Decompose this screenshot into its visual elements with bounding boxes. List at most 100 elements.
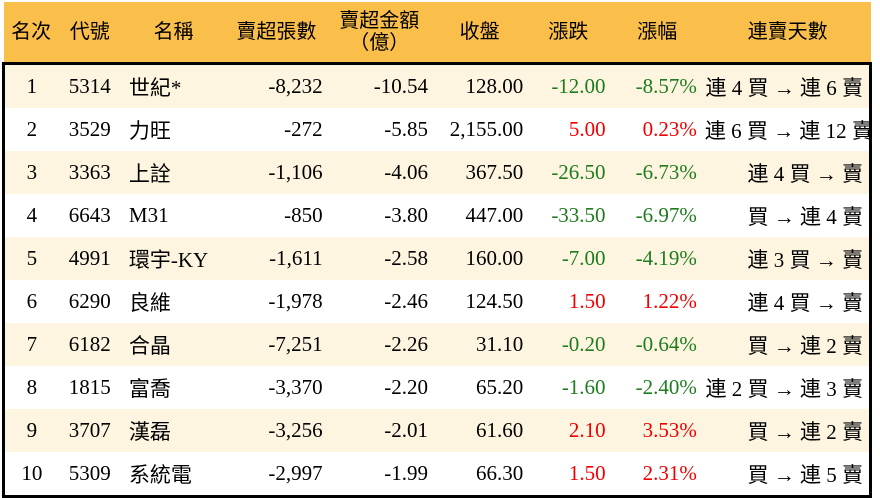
cell-rank: 3 [1,151,59,194]
cell-sell_streak: 買 → 連 2 賣 [704,409,872,452]
cell-sell_streak: 連 3 買 → 賣 [704,237,872,280]
cell-change_pct: -2.40% [609,366,705,409]
table-row: 6 6290 良維 -1,978 -2.46 124.50 1.50 1.22% 連 4 買 →… [1,280,872,323]
cell-change: -7.00 [527,237,610,280]
cell-code: 6643 [58,194,121,237]
cell-code: 5309 [58,452,121,498]
cell-name: 系統電 [120,452,227,498]
cell-change_pct: 3.53% [609,409,705,452]
cell-code: 1815 [58,366,121,409]
cell-net_sell_volume: -1,106 [226,151,327,194]
cell-name: 漢磊 [120,409,227,452]
cell-code: 3707 [58,409,121,452]
cell-close: 447.00 [431,194,528,237]
cell-net_sell_amount: -2.26 [326,323,432,366]
column-header-net_sell_volume: 賣超張數 [226,2,327,65]
cell-net_sell_volume: -1,611 [226,237,327,280]
cell-net_sell_amount: -2.46 [326,280,432,323]
cell-net_sell_volume: -7,251 [226,323,327,366]
table-row: 7 6182 合晶 -7,251 -2.26 31.10 -0.20 -0.64% 買 → 連 … [1,323,872,366]
cell-change: -26.50 [527,151,610,194]
cell-sell_streak: 連 4 買 → 連 6 賣 [704,63,872,108]
table-row: 10 5309 系統電 -2,997 -1.99 66.30 1.50 2.31% 買 → 連 … [1,452,872,498]
cell-change_pct: -6.73% [609,151,705,194]
column-header-change: 漲跌 [527,2,610,65]
cell-name: 環宇-KY [120,237,227,280]
cell-sell_streak: 連 6 買 → 連 12 賣 [704,108,872,151]
cell-rank: 8 [1,366,59,409]
cell-name: 世紀* [120,63,227,108]
cell-sell_streak: 買 → 連 4 賣 [704,194,872,237]
cell-net_sell_amount: -5.85 [326,108,432,151]
cell-rank: 7 [1,323,59,366]
cell-rank: 1 [1,63,59,108]
cell-net_sell_amount: -4.06 [326,151,432,194]
cell-sell_streak: 連 4 買 → 賣 [704,280,872,323]
cell-change: 5.00 [527,108,610,151]
cell-change: 1.50 [527,280,610,323]
cell-net_sell_amount: -3.80 [326,194,432,237]
cell-code: 3529 [58,108,121,151]
cell-net_sell_volume: -1,978 [226,280,327,323]
table-row: 3 3363 上詮 -1,106 -4.06 367.50 -26.50 -6.73% 連 4 … [1,151,872,194]
cell-name: 富喬 [120,366,227,409]
cell-sell_streak: 連 4 買 → 賣 [704,151,872,194]
cell-name: 合晶 [120,323,227,366]
cell-change: -12.00 [527,63,610,108]
table-row: 1 5314 世紀* -8,232 -10.54 128.00 -12.00 -8.57% 連 … [1,63,872,108]
cell-close: 367.50 [431,151,528,194]
cell-name: 力旺 [120,108,227,151]
cell-change_pct: -4.19% [609,237,705,280]
cell-rank: 2 [1,108,59,151]
cell-change: -0.20 [527,323,610,366]
cell-sell_streak: 連 2 買 → 連 3 賣 [704,366,872,409]
table-row: 2 3529 力旺 -272 -5.85 2,155.00 5.00 0.23% 連 6 買 →… [1,108,872,151]
table-row: 8 1815 富喬 -3,370 -2.20 65.20 -1.60 -2.40% 連 2 買 … [1,366,872,409]
cell-rank: 9 [1,409,59,452]
cell-name: 良維 [120,280,227,323]
cell-close: 124.50 [431,280,528,323]
cell-net_sell_volume: -272 [226,108,327,151]
cell-change: 2.10 [527,409,610,452]
cell-change_pct: -0.64% [609,323,705,366]
cell-code: 6290 [58,280,121,323]
cell-change_pct: -8.57% [609,63,705,108]
cell-name: 上詮 [120,151,227,194]
cell-change_pct: 2.31% [609,452,705,498]
cell-net_sell_amount: -10.54 [326,63,432,108]
cell-sell_streak: 買 → 連 5 賣 [704,452,872,498]
column-header-sell_streak: 連賣天數 [704,2,871,65]
column-header-name: 名稱 [120,2,227,65]
table-header: 名次 代號 名稱 賣超張數 賣超金額 （億） 收盤 漲跌 漲幅 連賣天數 [3,2,871,65]
cell-change: 1.50 [527,452,610,498]
cell-net_sell_volume: -8,232 [226,63,327,108]
table-row: 5 4991 環宇-KY -1,611 -2.58 160.00 -7.00 -4.19% 連 … [1,237,872,280]
column-header-close: 收盤 [431,2,528,65]
cell-net_sell_amount: -2.20 [326,366,432,409]
cell-net_sell_amount: -2.01 [326,409,432,452]
cell-net_sell_volume: -850 [226,194,327,237]
header-row: 名次 代號 名稱 賣超張數 賣超金額 （億） 收盤 漲跌 漲幅 連賣天數 [3,2,871,65]
cell-sell_streak: 買 → 連 2 賣 [704,323,872,366]
cell-rank: 5 [1,237,59,280]
cell-rank: 6 [1,280,59,323]
cell-change: -33.50 [527,194,610,237]
cell-net_sell_amount: -1.99 [326,452,432,498]
cell-net_sell_volume: -3,370 [226,366,327,409]
column-header-change_pct: 漲幅 [609,2,705,65]
cell-change_pct: 0.23% [609,108,705,151]
cell-code: 3363 [58,151,121,194]
column-header-net_sell_amount: 賣超金額 （億） [326,2,432,65]
table-row: 9 3707 漢磊 -3,256 -2.01 61.60 2.10 3.53% 買 → 連 2 … [1,409,872,452]
cell-net_sell_volume: -2,997 [226,452,327,498]
cell-close: 128.00 [431,63,528,108]
cell-change_pct: -6.97% [609,194,705,237]
cell-net_sell_volume: -3,256 [226,409,327,452]
cell-close: 65.20 [431,366,528,409]
cell-code: 6182 [58,323,121,366]
cell-rank: 4 [1,194,59,237]
cell-code: 4991 [58,237,121,280]
cell-rank: 10 [1,452,59,498]
